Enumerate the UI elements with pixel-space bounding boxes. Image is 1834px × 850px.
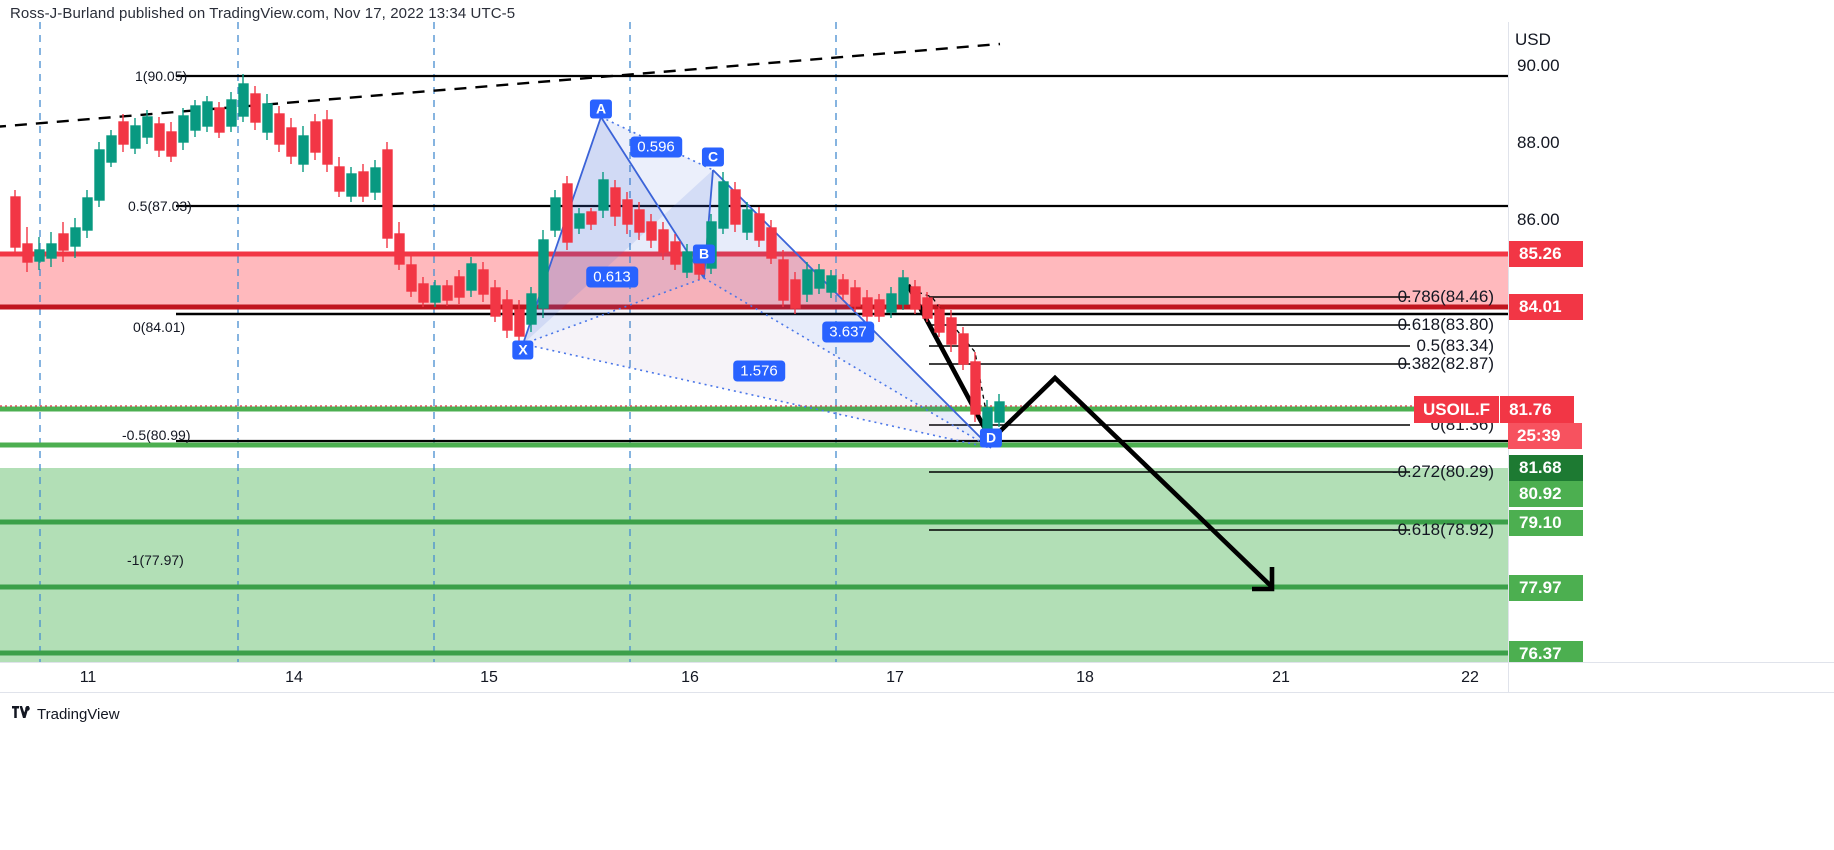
bar-countdown-label: 25:39 [1508,423,1582,449]
last-price-label: 81.76 [1500,396,1575,423]
upper-trendline [0,42,1001,128]
price-tick: 88.00 [1517,133,1560,152]
symbol-price-badge[interactable]: USOIL.F 81.76 [1414,396,1575,423]
chart-plot-area[interactable]: 1(90.05) 0.5(87.03) 0(84.01) -0.5(80.99)… [0,22,1508,662]
fib-left-label: -1(77.97) [127,552,184,568]
time-tick: 22 [1461,669,1479,686]
tradingview-brand-label: TradingView [37,706,120,723]
attribution-text: Ross-J-Burland published on TradingView.… [10,5,516,22]
tradingview-branding[interactable]: TradingView [12,705,120,724]
fib-right-label: 0.5(83.34) [1416,336,1495,355]
price-scale[interactable]: USD 90.00 88.00 86.00 84.00 82.00 76.00 … [1508,22,1834,667]
harmonic-point-b[interactable]: B [692,244,716,264]
price-badge-8168: 81.68 [1509,455,1583,481]
candlestick-series [10,74,1005,440]
chart-canvas [0,22,1508,662]
support-zone [0,468,1508,662]
fib-left-label: 0(84.01) [133,319,186,335]
forecast-arrowhead [1252,567,1275,592]
time-tick: 11 [79,669,97,686]
harmonic-xab-fill [523,117,704,344]
price-currency-label: USD [1515,30,1551,49]
harmonic-point-d[interactable]: D [979,428,1003,448]
time-scale[interactable]: 11 14 15 16 17 18 21 22 [0,662,1508,692]
time-tick: 18 [1076,669,1094,686]
tradingview-logo-icon [12,705,30,724]
harmonic-ratio-1576[interactable]: 1.576 [733,360,785,382]
harmonic-point-c[interactable]: C [701,147,725,167]
time-tick: 15 [480,669,498,686]
price-badge-8526: 85.26 [1509,241,1583,267]
harmonic-abc-fill [601,117,713,278]
time-scale-spacer [1508,662,1834,692]
fib-left-label: -0.5(80.99) [122,427,191,443]
time-tick: 17 [886,669,904,686]
price-tick: 86.00 [1517,210,1560,229]
harmonic-point-x[interactable]: X [512,340,534,360]
harmonic-point-a[interactable]: A [589,99,613,119]
symbol-label: USOIL.F [1414,396,1501,423]
time-tick: 14 [285,669,303,686]
fib-right-label: -0.272(80.29) [1391,462,1494,481]
price-badge-7910: 79.10 [1509,510,1583,536]
fib-right-label: -0.618(78.92) [1391,520,1494,539]
forecast-arrow [905,283,1274,589]
fib-right-label: 0.618(83.80) [1397,315,1494,334]
time-tick: 21 [1272,669,1290,686]
session-dividers [39,22,837,662]
harmonic-ratio-0596[interactable]: 0.596 [630,136,682,158]
price-tick: 90.00 [1517,56,1560,75]
fib-left-label: 1(90.05) [135,68,188,84]
harmonic-xabc-fill [523,117,713,344]
price-badge-8092: 80.92 [1509,481,1583,507]
fib-left-label: 0.5(87.03) [128,198,192,214]
price-badge-7797: 77.97 [1509,575,1583,601]
fib-right-label: 0.382(82.87) [1397,354,1494,373]
harmonic-ratio-0613[interactable]: 0.613 [586,266,638,288]
price-badge-8401: 84.01 [1509,294,1583,320]
time-tick: 16 [681,669,699,686]
fib-right-label: 0.786(84.46) [1397,287,1494,306]
harmonic-ratio-3637[interactable]: 3.637 [822,321,874,343]
chart-footer: TradingView [0,692,1834,850]
